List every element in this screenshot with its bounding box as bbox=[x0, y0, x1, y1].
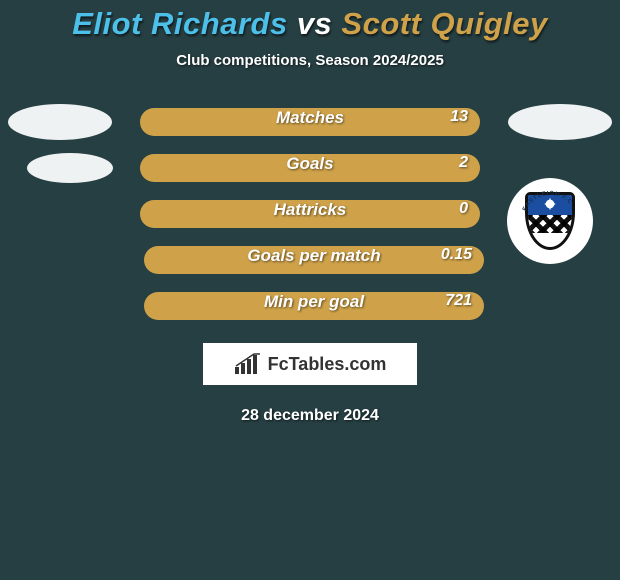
bar-track: Min per goal 721 bbox=[144, 292, 484, 320]
bar-chart-icon bbox=[234, 353, 262, 375]
page-title: Eliot Richards vs Scott Quigley bbox=[72, 6, 547, 42]
player2-club-placeholder-1 bbox=[508, 104, 612, 140]
subtitle: Club competitions, Season 2024/2025 bbox=[176, 52, 444, 69]
title-player1: Eliot Richards bbox=[72, 6, 287, 41]
eastleigh-crest-icon: EASTLEIGH F.C bbox=[518, 189, 582, 253]
bar-player2 bbox=[144, 246, 484, 274]
svg-text:EASTLEIGH F.C: EASTLEIGH F.C bbox=[522, 191, 573, 212]
bar-track: Goals per match 0.15 bbox=[144, 246, 484, 274]
stat-row-matches: Matches 13 bbox=[0, 99, 620, 145]
bar-player2 bbox=[140, 154, 480, 182]
player2-club-badge: EASTLEIGH F.C bbox=[507, 178, 593, 264]
site-logo-text: FcTables.com bbox=[268, 354, 387, 375]
player1-club-placeholder-2 bbox=[27, 153, 113, 183]
club-ring-text: EASTLEIGH F.C bbox=[522, 191, 573, 212]
bar-track: Goals 2 bbox=[140, 154, 480, 182]
bar-player2 bbox=[140, 108, 480, 136]
bar-player2 bbox=[144, 292, 484, 320]
site-logo[interactable]: FcTables.com bbox=[203, 343, 417, 385]
date-label: 28 december 2024 bbox=[241, 407, 379, 425]
bar-player2 bbox=[140, 200, 480, 228]
player1-club-placeholder-1 bbox=[8, 104, 112, 140]
stat-row-min-per-goal: Min per goal 721 bbox=[0, 283, 620, 329]
title-vs: vs bbox=[297, 6, 332, 41]
bar-track: Matches 13 bbox=[140, 108, 480, 136]
title-player2: Scott Quigley bbox=[341, 6, 547, 41]
bar-track: Hattricks 0 bbox=[140, 200, 480, 228]
